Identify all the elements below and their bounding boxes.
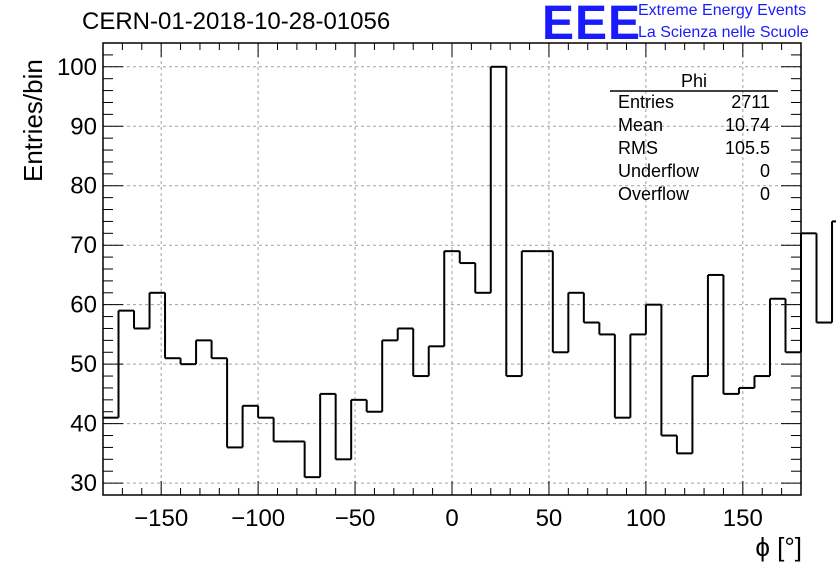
y-tick-label: 70 — [70, 232, 97, 259]
stats-title: Phi — [680, 71, 707, 91]
grid-lines — [103, 43, 801, 495]
plot-frame — [102, 42, 802, 496]
stats-value-rms: 105.5 — [724, 138, 770, 158]
histogram-bins — [103, 65, 836, 479]
y-axis-label: Entries/bin — [18, 59, 48, 182]
x-tick-label: −100 — [231, 505, 285, 532]
x-tick-label: 150 — [723, 505, 763, 532]
y-tick-label: 60 — [70, 292, 97, 319]
stats-label-underflow: Underflow — [618, 161, 700, 181]
x-axis-label: ϕ [°] — [755, 532, 802, 562]
stats-label-rms: RMS — [618, 138, 658, 158]
stats-label-overflow: Overflow — [618, 184, 690, 204]
stats-value-mean: 10.74 — [724, 115, 770, 135]
x-tick-label: −50 — [335, 505, 376, 532]
stats-label-mean: Mean — [618, 115, 664, 135]
x-tick-label: 100 — [626, 505, 666, 532]
stats-label-entries: Entries — [618, 92, 675, 112]
logo-line-2: La Scienza nelle Scuole — [638, 24, 809, 41]
y-tick-label: 40 — [70, 411, 97, 438]
eee-logo: EEE — [542, 0, 642, 50]
tick-labels: 30 40 50 60 70 80 90 100 −150 −100 −50 0 50 100 150 — [57, 54, 763, 532]
chart-title: CERN-01-2018-10-28-01056 — [82, 8, 391, 35]
stats-value-underflow: 0 — [759, 161, 770, 181]
y-tick-label: 50 — [70, 351, 97, 378]
y-tick-label: 80 — [70, 173, 97, 200]
x-tick-label: 0 — [445, 505, 458, 532]
y-tick-label: 30 — [70, 470, 97, 497]
x-tick-label: −150 — [134, 505, 188, 532]
stats-value-overflow: 0 — [759, 184, 770, 204]
x-tick-label: 50 — [536, 505, 563, 532]
logo-line-1: Extreme Energy Events — [638, 2, 807, 19]
y-tick-label: 90 — [70, 113, 97, 140]
stats-value-entries: 2711 — [731, 92, 770, 112]
y-tick-label: 100 — [57, 54, 97, 81]
